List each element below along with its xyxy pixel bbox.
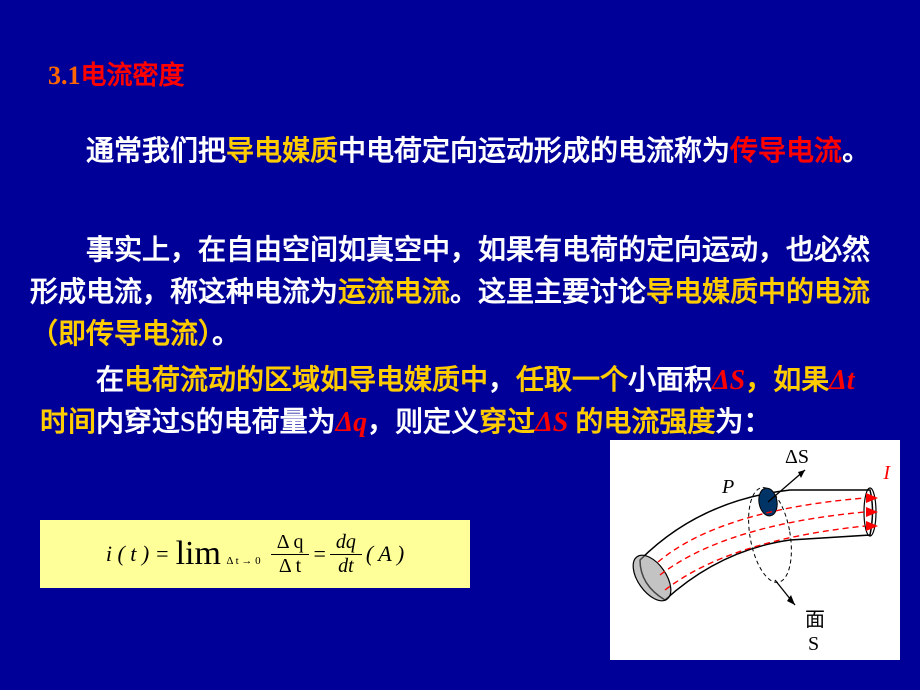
p3-y1: 电荷流动的区域如导电媒质中 <box>124 365 488 396</box>
section-header: 3.1电流密度 <box>48 55 185 92</box>
formula-lhs: i ( t ) = <box>106 541 170 567</box>
limit-block: lim Δ t → 0 <box>176 537 261 571</box>
formula-units: ( A ) <box>366 541 404 567</box>
frac1-den: Δ t <box>271 555 310 578</box>
current-flow-diagram: P ΔS I 面 S <box>610 440 900 660</box>
fraction-1: Δ q Δ t <box>271 531 310 578</box>
p3-y4: 时间 <box>40 407 96 438</box>
p2-text-3: 。 <box>212 319 240 350</box>
paragraph-1: 通常我们把导电媒质中电荷定向运动形成的电流称为传导电流。 <box>30 130 890 175</box>
paragraph-3: 在电荷流动的区域如导电媒质中，任取一个小面积ΔS，如果Δt时间内穿过S的电荷量为… <box>40 360 880 444</box>
p3-w1: ， <box>488 365 516 396</box>
p3-delta-q: Δq <box>336 407 368 438</box>
p3-w3: 内穿过S的电荷量为 <box>96 407 336 438</box>
frac2-num: dq <box>330 531 362 555</box>
lim-symbol: lim <box>176 535 221 572</box>
formula-eq: = <box>313 541 325 567</box>
p1-highlight-2: 传导电流 <box>730 136 842 167</box>
diagram-svg <box>610 440 900 660</box>
p3-delta-t: Δt <box>829 365 854 396</box>
p1-text-1: 通常我们把 <box>30 136 226 167</box>
section-title: 电流密度 <box>81 61 185 90</box>
p3-w4: ，则定义 <box>367 407 479 438</box>
p3-w2: 小面积 <box>628 365 712 396</box>
section-number: 3.1 <box>48 61 81 90</box>
normal-arrowhead <box>798 470 805 478</box>
fraction-2: dq dt <box>330 531 362 578</box>
p1-text-2: 中电荷定向运动形成的电流称为 <box>338 136 730 167</box>
p2-highlight-1: 运流电流 <box>338 277 450 308</box>
p3-delta-s2: ΔS <box>535 407 575 438</box>
p3-y2: 任取一个 <box>516 365 628 396</box>
p3-t1: 在 <box>40 365 124 396</box>
label-surface: 面 <box>805 603 825 632</box>
p3-y5: 穿过 <box>479 407 535 438</box>
flow-lines <box>658 498 865 590</box>
paragraph-2: 事实上，在自由空间如真空中，如果有电荷的定向运动，也必然形成电流，称这种电流为运… <box>30 230 890 356</box>
p3-y3: ，如果 <box>745 365 829 396</box>
p1-text-3: 。 <box>842 136 870 167</box>
lim-subscript: Δ t → 0 <box>226 555 260 567</box>
frac1-num: Δ q <box>271 531 310 555</box>
label-i: I <box>883 462 890 485</box>
left-cross-section <box>626 549 679 608</box>
label-p: P <box>722 476 734 499</box>
formula-current-intensity: i ( t ) = lim Δ t → 0 Δ q Δ t = dq dt ( … <box>40 520 470 588</box>
p3-w5: 为： <box>715 407 771 438</box>
p1-highlight-1: 导电媒质 <box>226 136 338 167</box>
frac2-den: dt <box>330 555 362 578</box>
flow-arrowheads <box>866 493 878 531</box>
p3-delta-s: ΔS <box>712 365 745 396</box>
label-delta-s: ΔS <box>785 446 809 469</box>
p2-text-2: 。这里主要讨论 <box>450 277 646 308</box>
p3-y6: 的电流强度 <box>575 407 715 438</box>
label-s: S <box>808 633 819 656</box>
